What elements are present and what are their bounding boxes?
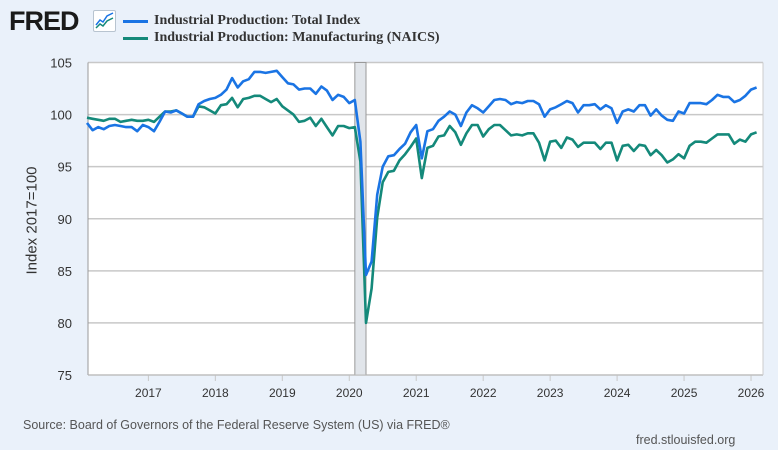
- y-tick-label: 85: [58, 264, 72, 279]
- y-axis-label: Index 2017=100: [23, 166, 41, 275]
- x-tick-label: 2022: [470, 386, 497, 400]
- y-tick-label: 95: [58, 160, 72, 175]
- x-tick-label: 2026: [738, 386, 765, 400]
- x-tick-label: 2017: [135, 386, 162, 400]
- x-tick-label: 2021: [403, 386, 430, 400]
- y-tick-label: 80: [58, 316, 72, 331]
- legend-swatch-total: [123, 19, 148, 23]
- y-tick-label: 75: [58, 368, 72, 383]
- legend-label: Industrial Production: Manufacturing (NA…: [154, 30, 440, 45]
- fred-logo[interactable]: FRED: [9, 6, 79, 36]
- y-tick-label: 105: [50, 56, 72, 71]
- site-link[interactable]: fred.stlouisfed.org: [636, 433, 736, 447]
- x-tick-label: 2025: [671, 386, 698, 400]
- x-tick-label: 2018: [202, 386, 229, 400]
- y-tick-label: 100: [50, 108, 72, 123]
- legend-swatch-manufacturing: [123, 36, 148, 40]
- x-tick-label: 2019: [269, 386, 296, 400]
- legend-item-manufacturing[interactable]: Industrial Production: Manufacturing (NA…: [123, 30, 440, 46]
- legend-label: Industrial Production: Total Index: [154, 13, 361, 28]
- x-tick-label: 2024: [604, 386, 631, 400]
- x-tick-label: 2023: [537, 386, 564, 400]
- y-tick-label: 90: [58, 212, 72, 227]
- line-chart-icon: [93, 10, 116, 32]
- source-note: Source: Board of Governors of the Federa…: [23, 418, 450, 432]
- legend-item-total-index[interactable]: Industrial Production: Total Index: [123, 13, 360, 29]
- series-line-total-index[interactable]: [85, 69, 758, 277]
- x-tick-label: 2020: [336, 386, 363, 400]
